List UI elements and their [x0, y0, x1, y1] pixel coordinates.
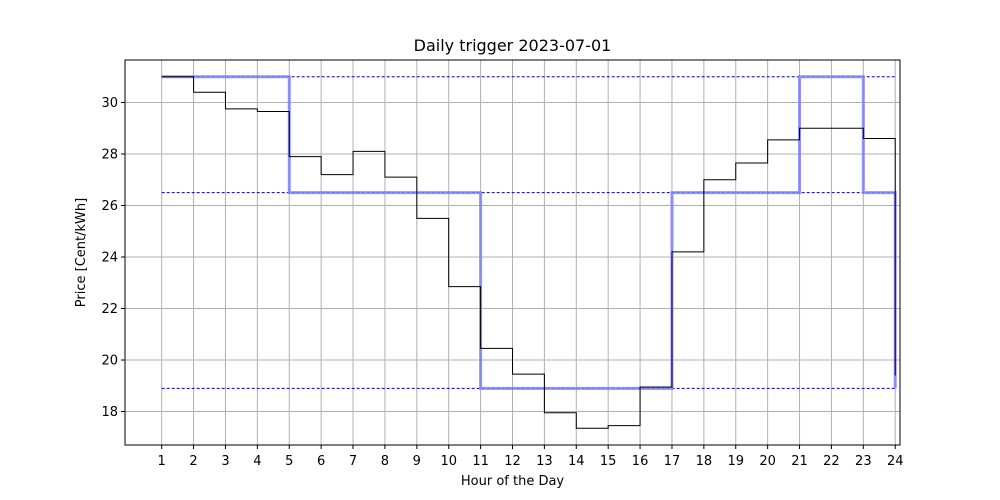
x-tick-label: 13 — [536, 454, 553, 469]
x-tick-label: 23 — [855, 454, 872, 469]
x-tick-label: 12 — [504, 454, 521, 469]
x-tick-label: 15 — [600, 454, 617, 469]
y-tick-label: 28 — [101, 147, 118, 162]
x-tick-label: 7 — [349, 454, 357, 469]
x-tick-label: 22 — [823, 454, 840, 469]
series-lines — [161, 75, 897, 429]
threshold-lines — [161, 76, 896, 389]
y-tick-label: 22 — [101, 302, 118, 317]
x-axis-title: Hour of the Day — [461, 474, 565, 489]
x-tick-label: 8 — [381, 454, 389, 469]
grid — [125, 60, 900, 445]
x-tick-label: 17 — [664, 454, 681, 469]
x-tick-label: 5 — [285, 454, 293, 469]
chart-title: Daily trigger 2023-07-01 — [414, 36, 612, 55]
y-tick-label: 26 — [101, 199, 118, 214]
y-tick-label: 30 — [101, 96, 118, 111]
x-tick-label: 11 — [472, 454, 489, 469]
x-tick-label: 1 — [158, 454, 166, 469]
x-tick-label: 20 — [759, 454, 776, 469]
x-tick-label: 18 — [696, 454, 713, 469]
x-tick-label: 19 — [727, 454, 744, 469]
y-tick-label: 20 — [101, 354, 118, 369]
x-tick-label: 4 — [253, 454, 261, 469]
x-tick-label: 6 — [317, 454, 325, 469]
x-tick-label: 9 — [413, 454, 421, 469]
y-axis-title: Price [Cent/kWh] — [74, 198, 89, 307]
x-tick-label: 24 — [887, 454, 904, 469]
price-step-line — [161, 76, 896, 429]
x-tick-label: 16 — [632, 454, 649, 469]
x-tick-label: 14 — [568, 454, 585, 469]
trigger-step-line — [161, 75, 897, 390]
y-tick-label: 24 — [101, 251, 118, 266]
x-tick-label: 2 — [189, 454, 197, 469]
axis-ticks: 1 2 3 4 5 6 7 8 9 10 11 12 13 14 15 16 17 18 19 20 21 22 23 241… — [101, 96, 903, 469]
x-tick-label: 3 — [221, 454, 229, 469]
x-tick-label: 10 — [440, 454, 457, 469]
x-tick-label: 21 — [791, 454, 808, 469]
y-tick-label: 18 — [101, 405, 118, 420]
